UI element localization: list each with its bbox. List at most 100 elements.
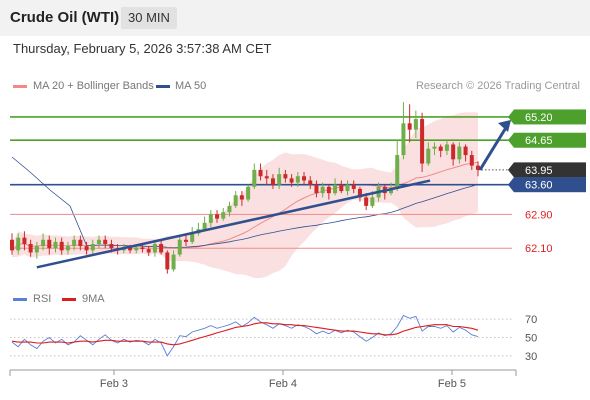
candle (333, 184, 338, 194)
candle (208, 214, 213, 223)
candle (96, 239, 101, 244)
rsi-tick-label: 70 (525, 314, 537, 326)
candle (451, 144, 456, 160)
candle (314, 184, 319, 194)
level-label: 65.20 (525, 112, 553, 124)
candle (264, 176, 269, 179)
rsi-line (11, 314, 479, 357)
level-tag-pointer (508, 162, 514, 178)
rsi-tick-label: 30 (525, 351, 537, 363)
level-tag-pointer (508, 109, 514, 125)
candle (90, 244, 95, 251)
candle (227, 205, 232, 213)
candle (215, 214, 220, 219)
bollinger-band (12, 112, 478, 278)
candle (270, 178, 275, 185)
candle (140, 247, 145, 250)
candle (72, 239, 77, 247)
candle (16, 237, 21, 251)
timeframe-selector[interactable]: 30 MIN (121, 7, 177, 29)
candle (53, 241, 58, 249)
rsi-tick-label: 50 (525, 333, 537, 345)
candle (134, 247, 139, 251)
candle (357, 188, 362, 198)
candle (444, 144, 449, 151)
candle (302, 176, 307, 181)
candle (326, 186, 331, 194)
candle (370, 197, 375, 206)
candle (22, 237, 27, 244)
candle (103, 239, 108, 244)
candle (233, 195, 238, 206)
candle (146, 249, 151, 253)
candle (308, 180, 313, 185)
candle (202, 222, 207, 230)
candle (438, 146, 443, 151)
candle (476, 165, 480, 170)
legend-label-rsi: RSI (33, 293, 52, 305)
level-label: 62.10 (525, 243, 553, 255)
candle (183, 239, 188, 242)
candle (401, 123, 406, 156)
candle (252, 169, 257, 187)
candle (407, 123, 412, 130)
candle (389, 188, 394, 194)
forecast-arrow (478, 125, 509, 171)
candle (295, 176, 300, 183)
header-bar: Crude Oil (WTI) 30 MIN (0, 0, 590, 36)
level-label: 63.60 (525, 180, 553, 192)
candle (10, 239, 14, 251)
candle (28, 244, 33, 253)
x-tick-label: Feb 4 (269, 378, 297, 390)
legend-label-9ma: 9MA (82, 293, 105, 305)
candle (177, 239, 182, 255)
rsi-9ma-line (11, 322, 479, 346)
candle (65, 246, 70, 251)
legend-swatch-9ma (62, 298, 76, 301)
x-tick-label: Feb 3 (100, 378, 128, 390)
candle (47, 239, 52, 249)
candle (426, 148, 431, 164)
candle (152, 244, 157, 253)
candle (277, 174, 282, 185)
legend-swatch-ma20 (13, 85, 27, 88)
candle (34, 246, 39, 253)
candle (239, 195, 244, 200)
x-tick-label: Feb 5 (438, 378, 466, 390)
candle (128, 247, 133, 251)
forecast-arrowhead (498, 119, 511, 132)
candle (463, 146, 468, 156)
candle (59, 241, 64, 251)
candle (345, 184, 350, 192)
candle (457, 146, 462, 160)
level-label: 63.95 (525, 165, 553, 177)
candle (159, 244, 164, 253)
candle (246, 186, 251, 200)
candle (109, 244, 114, 249)
candle (165, 252, 170, 270)
candle (320, 186, 325, 194)
candle (78, 239, 83, 247)
level-tag-pointer (508, 177, 514, 193)
instrument-title: Crude Oil (WTI) (10, 9, 120, 26)
candle (190, 233, 195, 242)
candle (351, 184, 356, 189)
candle (339, 184, 344, 192)
legend-swatch-rsi (13, 298, 27, 301)
candle (432, 146, 437, 149)
level-tag-support (514, 177, 586, 193)
candle (469, 155, 474, 166)
candle (258, 169, 263, 177)
level-label: 62.90 (525, 209, 553, 221)
research-credit: Research © 2026 Trading Central (415, 80, 580, 92)
candle (84, 246, 89, 251)
level-label: 64.65 (525, 135, 553, 147)
legend-label-ma50: MA 50 (175, 80, 207, 92)
level-tag-resistance (514, 109, 586, 125)
level-tag-resistance (514, 132, 586, 148)
candle (283, 174, 288, 179)
candle (41, 239, 46, 247)
candle (420, 119, 425, 164)
